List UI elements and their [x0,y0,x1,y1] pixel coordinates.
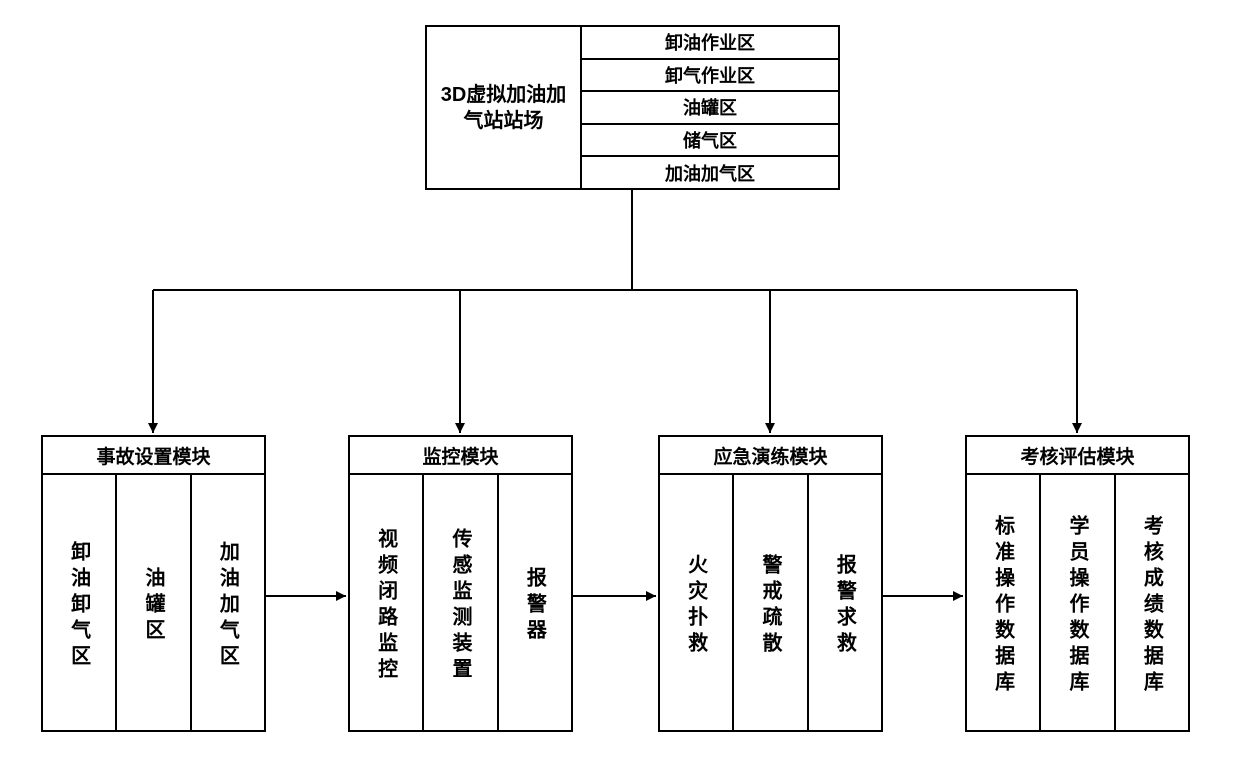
module-col: 考核成绩数据库 [1116,475,1188,730]
module-assessment: 考核评估模块 标准操作数据库 学员操作数据库 考核成绩数据库 [965,435,1190,732]
module-col: 油罐区 [117,475,191,730]
module-col: 报警器 [499,475,571,730]
top-item: 储气区 [582,125,838,158]
top-item: 卸气作业区 [582,60,838,93]
module-title: 应急演练模块 [660,437,881,475]
module-title: 监控模块 [350,437,571,475]
top-items: 卸油作业区 卸气作业区 油罐区 储气区 加油加气区 [582,27,838,188]
module-monitor: 监控模块 视频闭路监控 传感监测装置 报警器 [348,435,573,732]
module-title: 考核评估模块 [967,437,1188,475]
module-col: 视频闭路监控 [350,475,424,730]
top-title: 3D虚拟加油加气站站场 [427,27,582,188]
module-col: 警戒疏散 [734,475,808,730]
module-body: 标准操作数据库 学员操作数据库 考核成绩数据库 [967,475,1188,730]
top-item: 卸油作业区 [582,27,838,60]
module-col: 传感监测装置 [424,475,498,730]
module-title: 事故设置模块 [43,437,264,475]
module-col: 加油加气区 [192,475,264,730]
module-col: 标准操作数据库 [967,475,1041,730]
module-body: 火灾扑救 警戒疏散 报警求救 [660,475,881,730]
module-col: 卸油卸气区 [43,475,117,730]
module-col: 学员操作数据库 [1041,475,1115,730]
module-col: 报警求救 [809,475,881,730]
module-body: 视频闭路监控 传感监测装置 报警器 [350,475,571,730]
module-col: 火灾扑救 [660,475,734,730]
module-emergency: 应急演练模块 火灾扑救 警戒疏散 报警求救 [658,435,883,732]
module-accident: 事故设置模块 卸油卸气区 油罐区 加油加气区 [41,435,266,732]
top-box: 3D虚拟加油加气站站场 卸油作业区 卸气作业区 油罐区 储气区 加油加气区 [425,25,840,190]
module-body: 卸油卸气区 油罐区 加油加气区 [43,475,264,730]
top-item: 加油加气区 [582,157,838,188]
top-item: 油罐区 [582,92,838,125]
